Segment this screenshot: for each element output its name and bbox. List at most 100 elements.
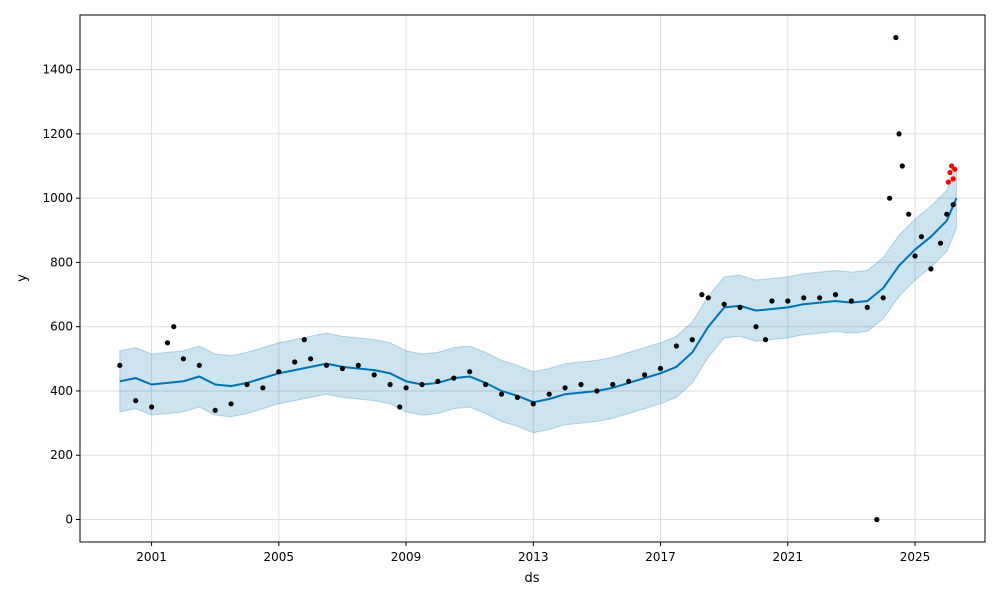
observed-data-point xyxy=(355,362,361,368)
observed-data-point xyxy=(721,301,727,307)
y-tick-label: 1000 xyxy=(42,191,73,205)
observed-data-point xyxy=(906,211,912,217)
future-data-point xyxy=(945,179,952,185)
x-axis-label: ds xyxy=(524,571,539,586)
observed-data-point xyxy=(467,369,473,375)
observed-data-point xyxy=(801,295,807,301)
future-data-point xyxy=(952,166,958,172)
observed-data-point xyxy=(689,337,695,343)
future-data-point xyxy=(947,169,953,176)
observed-data-point xyxy=(435,378,441,384)
observed-data-point xyxy=(276,369,282,375)
observed-data-point xyxy=(578,381,584,388)
observed-data-point xyxy=(673,343,680,349)
x-tick-label: 2025 xyxy=(900,550,931,564)
observed-data-point xyxy=(244,381,250,388)
observed-data-point xyxy=(762,337,769,343)
observed-data-point xyxy=(912,253,918,259)
observed-data-point xyxy=(657,365,664,372)
grid-layer xyxy=(80,15,985,542)
observed-data-point xyxy=(323,362,330,368)
observed-data-point xyxy=(944,211,950,217)
y-tick-label: 200 xyxy=(50,448,73,462)
x-tick-label: 2001 xyxy=(136,550,167,564)
x-tick-label: 2017 xyxy=(645,550,676,564)
observed-data-point xyxy=(397,404,403,410)
observed-data-point xyxy=(301,337,307,343)
observed-data-point xyxy=(149,404,155,410)
observed-data-point xyxy=(260,385,266,391)
y-tick-label: 600 xyxy=(50,320,73,334)
observed-data-point xyxy=(483,381,489,388)
observed-data-point xyxy=(864,304,870,310)
observed-data-point xyxy=(937,240,944,246)
x-axis-ticks: 2001 2005 2009 2013 2017 2021 2025 xyxy=(136,542,930,564)
observed-data-point xyxy=(419,381,425,388)
x-tick-label: 2005 xyxy=(264,550,295,564)
observed-data-point xyxy=(180,356,186,362)
observed-data-point xyxy=(899,163,905,169)
observed-data-point xyxy=(117,362,123,368)
observed-data-point xyxy=(832,292,839,298)
observed-data-point xyxy=(893,34,899,41)
y-axis-label: y xyxy=(15,274,30,282)
observed-data-point xyxy=(451,375,457,381)
y-tick-label: 0 xyxy=(65,513,73,527)
observed-data-point xyxy=(785,298,791,304)
observed-data-point xyxy=(371,372,377,378)
observed-data-point xyxy=(950,202,956,208)
observed-data-point xyxy=(817,295,823,301)
observed-data-point xyxy=(562,385,568,391)
observed-data-point xyxy=(848,298,855,304)
observed-data-point xyxy=(769,298,775,304)
observed-data-point xyxy=(626,378,632,384)
observed-data-point xyxy=(498,391,505,397)
observed-data-point xyxy=(594,388,600,394)
observed-data-point xyxy=(705,295,711,301)
observed-data-point xyxy=(737,304,743,310)
observed-data-point xyxy=(339,365,345,372)
observed-data-point xyxy=(228,401,234,407)
y-tick-label: 1400 xyxy=(42,63,73,77)
observed-data-point xyxy=(164,340,171,346)
observed-data-point xyxy=(387,381,393,388)
observed-data-point xyxy=(918,234,925,240)
future-data-point xyxy=(949,163,955,169)
forecast-line-layer xyxy=(119,197,958,404)
observed-data-point xyxy=(880,295,886,301)
plot-area-frame xyxy=(79,14,986,543)
y-tick-label: 400 xyxy=(50,384,73,398)
observed-data-point xyxy=(133,398,139,404)
observed-data-point xyxy=(196,362,202,368)
observed-data-point xyxy=(308,356,314,362)
observed-data-point xyxy=(546,391,552,397)
data-points-layer xyxy=(117,34,958,523)
observed-data-point xyxy=(171,324,177,330)
future-data-point xyxy=(950,176,956,182)
observed-data-point xyxy=(699,292,705,298)
observed-data-point xyxy=(403,385,409,391)
observed-data-point xyxy=(896,131,902,137)
observed-data-point xyxy=(212,407,218,413)
observed-data-point xyxy=(530,401,536,407)
uncertainty-interval-band xyxy=(119,167,957,434)
observed-data-point xyxy=(874,516,880,523)
x-tick-label: 2013 xyxy=(518,550,549,564)
y-axis-ticks: 0 200 400 600 800 1000 1200 1400 xyxy=(42,63,80,527)
y-tick-label: 800 xyxy=(50,255,73,269)
x-tick-label: 2009 xyxy=(391,550,422,564)
observed-data-point xyxy=(610,381,616,388)
observed-data-point xyxy=(642,372,648,378)
observed-data-point xyxy=(887,195,893,201)
forecast-line xyxy=(119,197,958,404)
observed-data-point xyxy=(514,394,521,400)
uncertainty-band-layer xyxy=(119,167,957,434)
y-tick-label: 1200 xyxy=(42,127,73,141)
x-tick-label: 2021 xyxy=(773,550,804,564)
observed-data-point xyxy=(753,324,759,330)
observed-data-point xyxy=(928,266,934,272)
observed-data-point xyxy=(292,359,298,365)
